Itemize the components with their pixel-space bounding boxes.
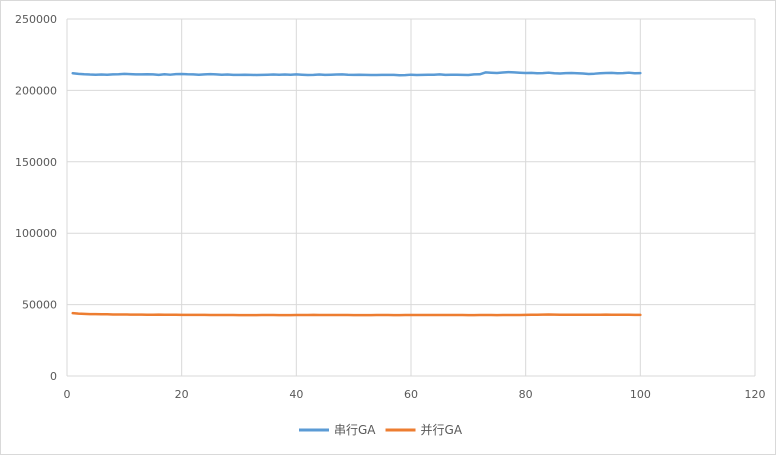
legend-label-1: 并行GA xyxy=(421,423,463,437)
y-tick-label-2: 100000 xyxy=(15,227,57,240)
x-tick-label-1: 20 xyxy=(175,388,189,401)
legend-label-0: 串行GA xyxy=(334,423,376,437)
x-axis-tick-labels: 0 20 40 60 80 100 120 xyxy=(64,388,766,401)
y-tick-label-4: 200000 xyxy=(15,84,57,97)
series-lines xyxy=(71,70,642,317)
legend-item-0: 串行GA xyxy=(299,423,376,437)
y-tick-label-3: 150000 xyxy=(15,156,57,169)
y-tick-label-0: 0 xyxy=(50,370,57,383)
x-tick-label-0: 0 xyxy=(64,388,71,401)
legend-item-1: 并行GA xyxy=(385,423,463,437)
y-axis-tick-labels: 0 50000 100000 150000 200000 250000 xyxy=(15,13,57,383)
series-line-1 xyxy=(71,311,642,317)
y-tick-label-5: 250000 xyxy=(15,13,57,26)
y-tick-label-1: 50000 xyxy=(22,299,57,312)
x-tick-label-2: 40 xyxy=(289,388,303,401)
legend: 串行GA 并行GA xyxy=(299,423,463,437)
series-line-0 xyxy=(71,70,642,77)
x-tick-label-4: 80 xyxy=(519,388,533,401)
grid-lines xyxy=(66,18,756,377)
x-tick-label-3: 60 xyxy=(404,388,418,401)
x-tick-label-6: 120 xyxy=(745,388,766,401)
x-tick-label-5: 100 xyxy=(630,388,651,401)
